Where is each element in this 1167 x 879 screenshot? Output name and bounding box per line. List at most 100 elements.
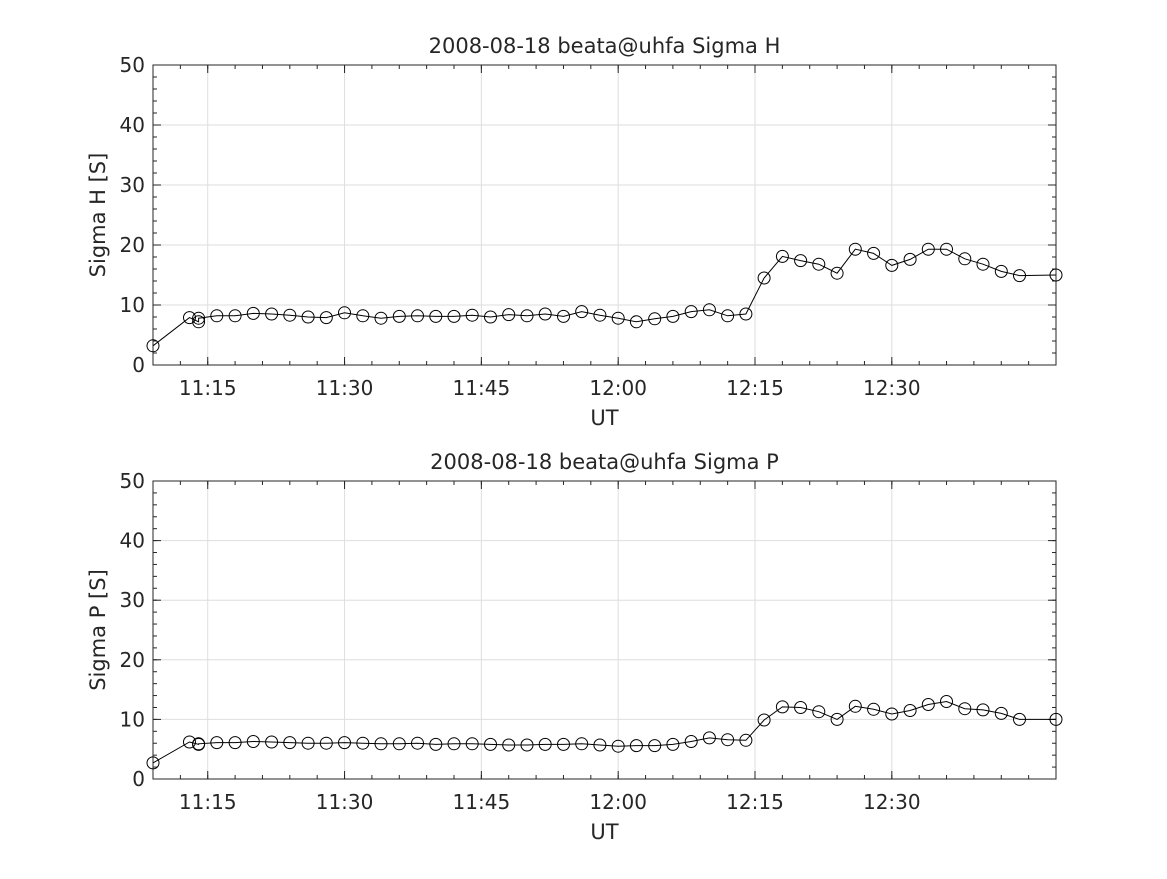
data-point <box>702 303 716 317</box>
data-point <box>611 739 625 753</box>
data-point <box>629 315 643 329</box>
data-point <box>684 735 698 748</box>
y-tick-label: 40 <box>120 113 145 137</box>
data-point <box>338 736 351 750</box>
plot-area <box>153 481 1056 779</box>
data-point <box>994 264 1008 278</box>
data-point <box>319 311 333 325</box>
y-axis-label: Sigma H [S] <box>86 153 110 278</box>
y-tick-label: 10 <box>120 707 145 731</box>
data-point <box>958 702 972 716</box>
data-point <box>921 242 935 256</box>
data-point <box>684 305 698 319</box>
data-point <box>702 731 716 745</box>
data-point <box>538 737 552 751</box>
y-tick-label: 0 <box>132 353 145 377</box>
y-tick-label: 40 <box>120 529 145 553</box>
data-point <box>392 309 406 323</box>
plot-area <box>153 65 1056 365</box>
data-point <box>648 739 662 753</box>
data-point <box>301 310 315 324</box>
data-point <box>520 309 534 323</box>
data-point <box>429 309 443 323</box>
data-point <box>246 306 260 320</box>
data-point <box>411 736 424 750</box>
data-point <box>465 737 479 751</box>
sigma-p-plot: 11:15 11:30 11:45 12:00 12:15 12:30 0 10 20 30 40 5… <box>86 450 1063 844</box>
chart-title: 2008-08-18 beata@uhfa Sigma H <box>429 34 781 58</box>
data-point <box>629 739 643 753</box>
data-point <box>940 695 953 708</box>
data-point <box>356 309 370 323</box>
data-point <box>429 737 443 751</box>
x-tick-label: 11:45 <box>453 376 511 400</box>
data-point <box>283 308 297 322</box>
x-tick-label: 11:30 <box>316 790 374 814</box>
data-point <box>146 339 160 353</box>
data-point <box>283 736 297 750</box>
data-point <box>392 737 406 751</box>
data-point <box>775 249 789 263</box>
data-point <box>557 309 570 323</box>
data-point <box>411 309 424 323</box>
y-tick-label: 30 <box>120 173 145 197</box>
data-point <box>192 311 206 325</box>
data-point <box>575 305 589 319</box>
data-point <box>848 699 862 713</box>
data-point <box>447 737 461 751</box>
data-point <box>374 311 388 325</box>
y-tick-label: 30 <box>120 588 145 612</box>
data-point <box>666 309 680 323</box>
data-point <box>502 308 516 322</box>
axes-box <box>152 480 1057 780</box>
data-point <box>757 271 771 285</box>
x-tick-label: 11:15 <box>179 376 237 400</box>
data-point <box>593 308 607 322</box>
x-tick-label: 11:45 <box>453 790 511 814</box>
x-tick-label: 12:30 <box>863 790 921 814</box>
data-point <box>611 311 625 325</box>
data-point <box>228 736 242 750</box>
data-point <box>146 756 160 770</box>
data-point <box>794 701 808 714</box>
data-point <box>1013 269 1026 283</box>
data-point <box>976 703 990 717</box>
data-point <box>484 737 497 751</box>
data-point <box>867 702 881 716</box>
y-axis-label: Sigma P [S] <box>86 569 110 691</box>
data-point <box>538 307 552 321</box>
series-line <box>152 248 1057 347</box>
data-point <box>183 735 196 749</box>
data-point <box>794 254 808 268</box>
data-point <box>885 258 899 272</box>
data-point <box>246 735 260 748</box>
data-point <box>183 311 196 325</box>
data-point <box>465 308 479 322</box>
data-point <box>812 257 826 271</box>
data-point <box>520 738 534 752</box>
data-point <box>301 736 315 750</box>
y-tick-label: 10 <box>120 293 145 317</box>
data-point <box>903 252 917 266</box>
data-point <box>575 737 589 751</box>
data-point <box>447 309 461 323</box>
x-axis-label: UT <box>590 406 618 430</box>
data-point <box>265 307 279 321</box>
x-tick-label: 11:15 <box>179 790 237 814</box>
data-point <box>739 307 753 321</box>
y-tick-label: 50 <box>120 53 145 77</box>
data-point <box>192 737 206 751</box>
data-point <box>994 706 1008 720</box>
data-point <box>940 242 953 256</box>
y-tick-label: 20 <box>120 648 145 672</box>
x-tick-label: 11:30 <box>316 376 374 400</box>
sigma-h-plot: 11:15 11:30 11:45 12:00 12:15 12:30 0 10 20 30 40 5… <box>86 34 1063 430</box>
data-point <box>721 733 735 747</box>
data-point <box>502 738 516 752</box>
series-line <box>152 700 1056 764</box>
data-point <box>867 246 881 260</box>
data-point <box>374 737 388 751</box>
data-point <box>775 700 789 714</box>
data-point <box>1013 712 1026 726</box>
data-point <box>921 698 935 711</box>
